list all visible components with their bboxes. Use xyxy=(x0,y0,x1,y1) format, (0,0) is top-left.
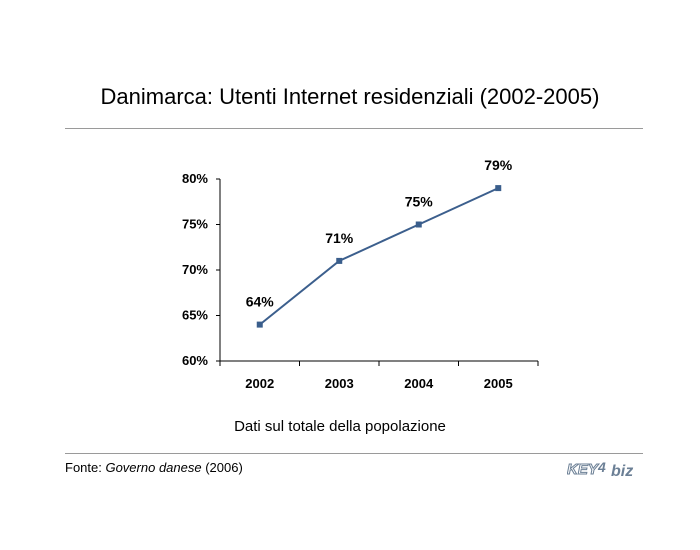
chart-axes xyxy=(219,179,538,362)
title-divider xyxy=(65,128,643,129)
footer-divider xyxy=(65,453,643,454)
y-tick-label: 75% xyxy=(182,217,208,232)
chart-series xyxy=(256,185,502,328)
y-tick-label: 70% xyxy=(182,262,208,277)
x-tick-label: 2005 xyxy=(484,376,513,391)
logo-biz-text: biz xyxy=(611,463,633,480)
data-point xyxy=(495,185,502,192)
x-tick-label: 2002 xyxy=(245,376,274,391)
source-year: (2006) xyxy=(201,460,243,475)
y-tick-label: 60% xyxy=(182,353,208,368)
source-note: Fonte: Governo danese (2006) xyxy=(65,460,243,475)
data-point xyxy=(336,257,343,264)
chart-ticks: 60% 65% 70% 75% 80% 2002 2003 2004 2005 xyxy=(182,171,539,391)
x-tick-label: 2004 xyxy=(404,376,434,391)
source-name: Governo danese xyxy=(105,460,202,475)
y-tick-label: 65% xyxy=(182,308,208,323)
data-label: 71% xyxy=(325,230,354,246)
data-label: 64% xyxy=(246,294,275,310)
y-tick-label: 80% xyxy=(182,171,208,186)
chart-caption: Dati sul totale della popolazione xyxy=(234,418,446,435)
source-prefix: Fonte: xyxy=(65,460,106,475)
data-point xyxy=(415,221,422,228)
logo-key-text: KEY xyxy=(567,461,600,478)
data-label: 75% xyxy=(405,194,434,210)
key4biz-logo: KEY 4 biz xyxy=(567,459,633,480)
data-label: 79% xyxy=(484,157,513,173)
chart-title: Danimarca: Utenti Internet residenziali … xyxy=(100,84,600,109)
x-tick-label: 2003 xyxy=(325,376,354,391)
series-line xyxy=(259,187,499,326)
logo-four-text: 4 xyxy=(597,459,606,475)
chart-data-labels: 64% 71% 75% 79% xyxy=(246,157,513,310)
data-point xyxy=(256,321,263,328)
